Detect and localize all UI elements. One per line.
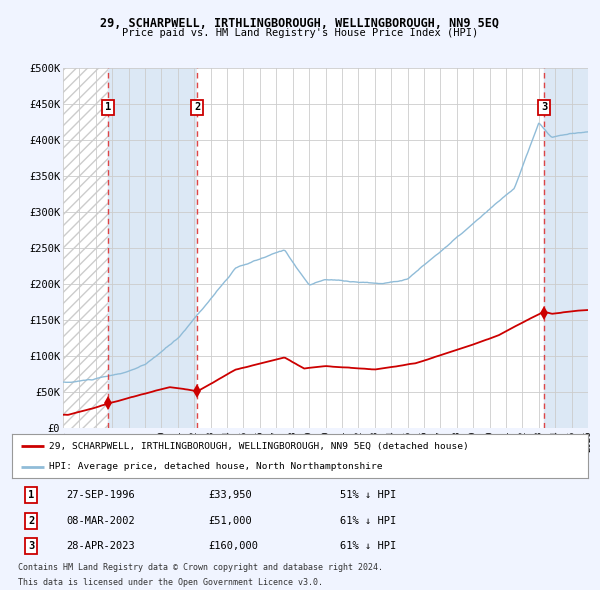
Text: 3: 3 bbox=[28, 541, 34, 551]
Text: 28-APR-2023: 28-APR-2023 bbox=[67, 541, 136, 551]
Text: 1: 1 bbox=[105, 103, 111, 113]
Text: £51,000: £51,000 bbox=[208, 516, 251, 526]
Text: Contains HM Land Registry data © Crown copyright and database right 2024.: Contains HM Land Registry data © Crown c… bbox=[18, 563, 383, 572]
Bar bbox=[63, 68, 108, 428]
Text: 1: 1 bbox=[28, 490, 34, 500]
Text: 29, SCHARPWELL, IRTHLINGBOROUGH, WELLINGBOROUGH, NN9 5EQ (detached house): 29, SCHARPWELL, IRTHLINGBOROUGH, WELLING… bbox=[49, 441, 469, 451]
Bar bbox=[108, 68, 197, 428]
Bar bbox=[63, 68, 108, 428]
Text: £33,950: £33,950 bbox=[208, 490, 251, 500]
Text: This data is licensed under the Open Government Licence v3.0.: This data is licensed under the Open Gov… bbox=[18, 578, 323, 587]
Text: 61% ↓ HPI: 61% ↓ HPI bbox=[340, 541, 397, 551]
Text: 27-SEP-1996: 27-SEP-1996 bbox=[67, 490, 136, 500]
Text: Price paid vs. HM Land Registry's House Price Index (HPI): Price paid vs. HM Land Registry's House … bbox=[122, 28, 478, 38]
Bar bbox=[544, 68, 588, 428]
Bar bbox=[197, 68, 544, 428]
Text: 29, SCHARPWELL, IRTHLINGBOROUGH, WELLINGBOROUGH, NN9 5EQ: 29, SCHARPWELL, IRTHLINGBOROUGH, WELLING… bbox=[101, 17, 499, 30]
Text: 3: 3 bbox=[541, 103, 547, 113]
Text: 51% ↓ HPI: 51% ↓ HPI bbox=[340, 490, 397, 500]
Text: HPI: Average price, detached house, North Northamptonshire: HPI: Average price, detached house, Nort… bbox=[49, 463, 383, 471]
Text: 2: 2 bbox=[28, 516, 34, 526]
Text: 61% ↓ HPI: 61% ↓ HPI bbox=[340, 516, 397, 526]
Text: 08-MAR-2002: 08-MAR-2002 bbox=[67, 516, 136, 526]
Text: 2: 2 bbox=[194, 103, 200, 113]
Text: £160,000: £160,000 bbox=[208, 541, 258, 551]
